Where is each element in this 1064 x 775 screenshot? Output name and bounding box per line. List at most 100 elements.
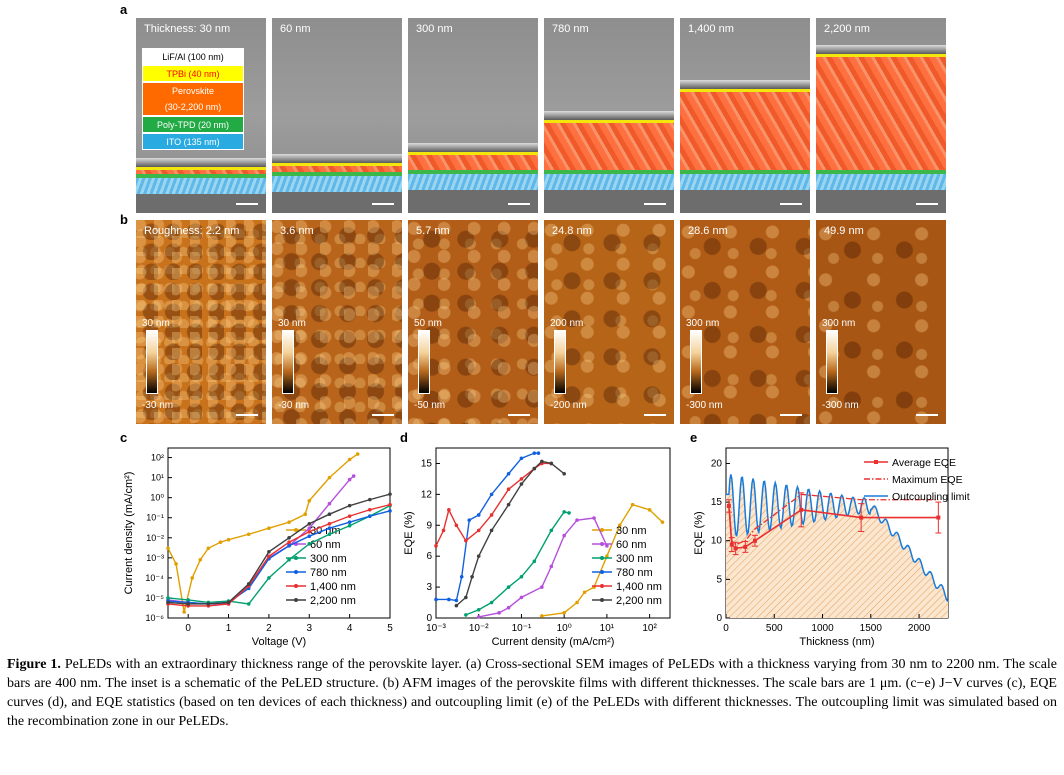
data-point	[206, 602, 211, 606]
tick-label: 10⁻⁴	[145, 573, 164, 583]
data-point	[562, 471, 566, 476]
substrate	[816, 190, 946, 213]
data-point	[434, 597, 438, 602]
data-point	[733, 546, 738, 551]
ito-layer	[680, 174, 810, 191]
caption-body: (a) Cross-sectional SEM images of PeLEDs…	[7, 657, 1058, 729]
sem-thickness-label: Thickness: 30 nm	[144, 23, 231, 35]
colorbar-max-label: 300 nm	[822, 318, 856, 329]
legend-marker	[600, 556, 604, 560]
data-point	[447, 508, 451, 512]
data-point	[605, 544, 609, 548]
tick-label: 10⁰	[150, 493, 164, 503]
afm-image: 24.8 nm 200 nm -200 nm	[544, 220, 674, 424]
legend-marker	[600, 542, 604, 546]
ito-layer	[816, 174, 946, 191]
data-point	[327, 501, 332, 506]
height-colorbar	[282, 330, 294, 394]
data-point	[327, 532, 332, 537]
scale-bar	[236, 203, 258, 205]
data-point	[549, 564, 554, 569]
data-point	[540, 585, 544, 589]
device-structure-inset: LiF/Al (100 nm) TPBi (40 nm) Perovskite (30…	[142, 48, 244, 150]
tick-label: 10⁻⁵	[146, 593, 165, 603]
polytpd-layer	[272, 172, 402, 177]
data-point	[660, 520, 665, 524]
data-point	[355, 452, 360, 456]
series-line	[728, 493, 939, 546]
data-point	[936, 515, 941, 520]
series-line	[167, 493, 391, 605]
tpbi-layer	[680, 89, 810, 93]
substrate	[408, 190, 538, 213]
data-point	[190, 576, 195, 580]
data-point	[467, 518, 472, 522]
y-axis-label: EQE (%)	[693, 511, 705, 554]
data-point	[174, 562, 178, 566]
inset-layer: TPBi (40 nm)	[142, 65, 244, 82]
afm-image: 49.9 nm 300 nm -300 nm	[816, 220, 946, 424]
data-point	[307, 521, 312, 526]
scale-bar	[372, 414, 394, 416]
ito-layer	[544, 174, 674, 191]
data-point	[327, 512, 332, 516]
data-point	[459, 574, 464, 579]
scale-bar	[780, 414, 802, 416]
substrate	[136, 194, 266, 213]
sem-thickness-label: 2,200 nm	[824, 23, 870, 35]
tick-label: 4	[347, 623, 353, 634]
data-point	[454, 603, 459, 608]
data-point	[549, 461, 554, 466]
tick-label: 0	[426, 613, 432, 624]
data-point	[506, 487, 511, 492]
scale-bar	[780, 203, 802, 205]
data-point	[562, 510, 566, 514]
data-point	[470, 574, 474, 579]
data-point	[218, 540, 223, 545]
data-point	[532, 466, 537, 471]
data-point	[532, 559, 537, 564]
caption-lead: PeLEDs with an extraordinary thickness r…	[64, 657, 462, 672]
perovskite-layer	[816, 57, 946, 171]
data-point	[567, 511, 571, 515]
data-point	[489, 513, 494, 517]
afm-image: 28.6 nm 300 nm -300 nm	[680, 220, 810, 424]
colorbar-min-label: -300 nm	[822, 400, 859, 411]
series-line	[455, 460, 565, 607]
legend-label: 60 nm	[616, 539, 647, 551]
data-point	[327, 526, 332, 531]
afm-roughness-label: 24.8 nm	[552, 225, 592, 237]
data-point	[464, 595, 468, 600]
data-point	[540, 459, 544, 464]
sem-thickness-label: 300 nm	[416, 23, 453, 35]
data-point	[368, 507, 372, 512]
tick-label: 0	[185, 623, 191, 634]
polytpd-layer	[816, 170, 946, 175]
data-point	[464, 538, 468, 543]
tick-label: 10¹	[600, 623, 615, 634]
colorbar-max-label: 300 nm	[686, 318, 720, 329]
data-point	[575, 518, 579, 522]
data-point	[267, 526, 271, 531]
data-point	[434, 544, 438, 548]
substrate	[272, 192, 402, 213]
data-point	[287, 557, 291, 562]
ito-layer	[272, 176, 402, 193]
tick-label: 12	[421, 489, 433, 500]
data-point	[497, 611, 501, 615]
ito-layer	[408, 174, 538, 191]
data-point	[752, 538, 757, 543]
legend-label: Average EQE	[892, 457, 956, 469]
data-point	[267, 550, 271, 554]
legend-label: 60 nm	[310, 539, 341, 551]
data-point	[347, 520, 352, 524]
legend-marker	[600, 584, 604, 588]
data-point	[368, 497, 372, 502]
tick-label: 10⁻¹	[512, 623, 532, 634]
data-point	[476, 615, 481, 619]
tick-label: 10⁻⁶	[146, 613, 165, 623]
data-point	[605, 554, 609, 558]
tick-label: 10¹	[151, 473, 164, 483]
data-point	[476, 554, 481, 558]
panel-label-c: c	[120, 430, 128, 445]
